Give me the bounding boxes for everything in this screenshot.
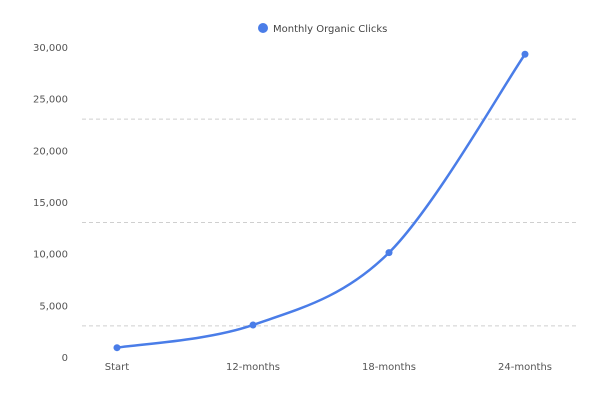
- x-axis-tick-label: 24-months: [498, 362, 552, 373]
- legend-label: Monthly Organic Clicks: [273, 24, 387, 35]
- data-point: [113, 344, 121, 352]
- x-axis-tick-label: Start: [105, 362, 130, 373]
- y-axis-tick-label: 10,000: [33, 250, 68, 261]
- grid-lines: [82, 118, 578, 327]
- legend: Monthly Organic Clicks: [258, 23, 387, 35]
- data-point: [521, 50, 529, 58]
- y-axis-tick-label: 5,000: [39, 301, 68, 312]
- y-axis-tick-label: 20,000: [33, 146, 68, 157]
- data-point: [385, 249, 393, 257]
- x-axis-labels: Start 12-months 18-months 24-months: [105, 362, 552, 373]
- series-line: [115, 52, 527, 349]
- y-axis-tick-label: 30,000: [33, 43, 68, 54]
- y-axis-labels: 0 5,000 10,000 15,000 20,000 25,000 30,000: [33, 43, 68, 364]
- y-axis-tick-label: 0: [62, 353, 68, 364]
- x-axis-tick-label: 12-months: [226, 362, 280, 373]
- y-axis-tick-label: 15,000: [33, 198, 68, 209]
- legend-marker: [258, 23, 268, 33]
- data-points: [113, 50, 529, 352]
- x-axis-tick-label: 18-months: [362, 362, 416, 373]
- data-point: [249, 321, 257, 329]
- y-axis-tick-label: 25,000: [33, 95, 68, 106]
